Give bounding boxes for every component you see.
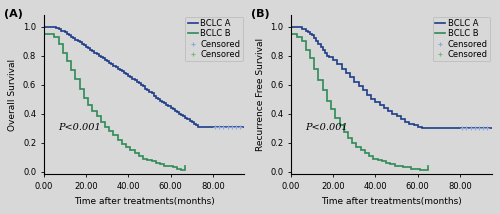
Text: P<0.001: P<0.001 (305, 123, 348, 132)
Legend: BCLC A, BCLC B, Censored, Censored: BCLC A, BCLC B, Censored, Censored (432, 17, 490, 61)
X-axis label: Time after treatments(months): Time after treatments(months) (321, 197, 462, 206)
Text: P<0.001: P<0.001 (58, 123, 100, 132)
Y-axis label: Recurrence Free Survival: Recurrence Free Survival (256, 38, 264, 151)
X-axis label: Time after treatments(months): Time after treatments(months) (74, 197, 214, 206)
Text: (A): (A) (4, 9, 22, 19)
Y-axis label: Overall Survival: Overall Survival (8, 59, 18, 131)
Legend: BCLC A, BCLC B, Censored, Censored: BCLC A, BCLC B, Censored, Censored (186, 17, 243, 61)
Text: (B): (B) (251, 9, 270, 19)
